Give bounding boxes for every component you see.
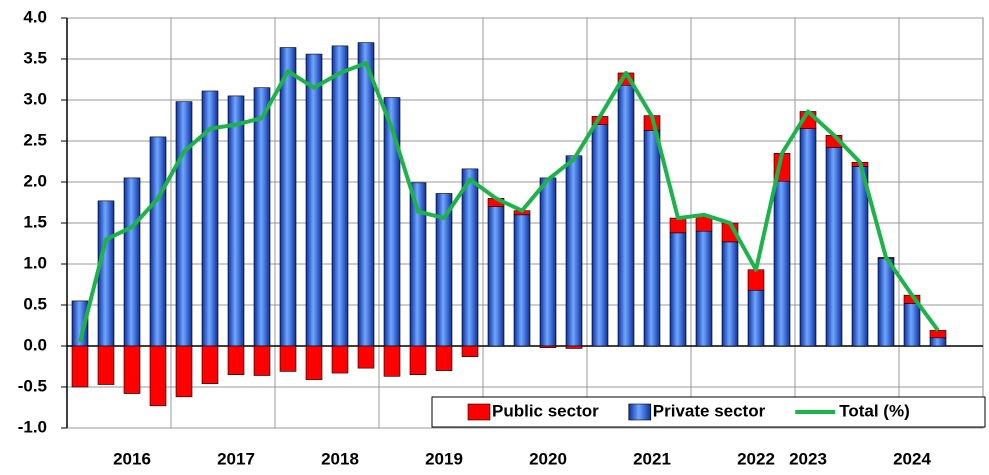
- legend-label: Public sector: [492, 401, 599, 420]
- y-tick-label: 0.5: [23, 294, 47, 313]
- x-tick-label: 2024: [893, 449, 931, 468]
- bar: [617, 84, 635, 347]
- y-tick-label: 3.5: [23, 48, 47, 67]
- bar: [461, 345, 479, 357]
- bar: [279, 345, 297, 372]
- bar: [539, 345, 557, 348]
- bar: [175, 345, 193, 398]
- bar: [331, 45, 349, 347]
- bar: [409, 345, 427, 376]
- x-tick-label: 2020: [529, 449, 567, 468]
- y-tick-label: -1.0: [18, 417, 47, 436]
- y-tick-label: 1.5: [23, 212, 47, 231]
- bar: [669, 217, 687, 234]
- bar: [227, 345, 245, 376]
- bar: [227, 95, 245, 347]
- x-tick-label: 2022: [737, 449, 775, 468]
- bar: [929, 330, 947, 339]
- legend-box: [431, 396, 986, 428]
- bar: [721, 241, 739, 347]
- bar: [643, 130, 661, 347]
- legend-label: Total (%): [839, 401, 910, 420]
- bar: [357, 345, 375, 369]
- bar: [357, 42, 375, 347]
- y-tick-label: 3.0: [23, 89, 47, 108]
- bar: [201, 345, 219, 385]
- bar: [591, 124, 609, 347]
- bar: [253, 345, 271, 376]
- bar: [97, 345, 115, 385]
- bar: [565, 155, 583, 347]
- bar: [747, 289, 765, 347]
- x-tick-label: 2017: [217, 449, 255, 468]
- bar: [123, 177, 141, 347]
- bar: [97, 200, 115, 347]
- y-tick-label: 2.5: [23, 130, 47, 149]
- bar: [695, 230, 713, 347]
- bar: [383, 345, 401, 377]
- bar: [279, 47, 297, 347]
- y-tick-label: 1.0: [23, 253, 47, 272]
- bar: [149, 136, 167, 347]
- bar: [851, 166, 869, 347]
- x-tick-label: 2023: [789, 449, 827, 468]
- x-tick-label: 2016: [113, 449, 151, 468]
- bar: [331, 345, 349, 374]
- y-tick-label: -0.5: [18, 376, 47, 395]
- y-tick-label: 2.0: [23, 171, 47, 190]
- bar: [71, 345, 89, 388]
- bar: [539, 177, 557, 347]
- x-tick-label: 2019: [425, 449, 463, 468]
- bar: [175, 101, 193, 347]
- legend-swatch: [467, 403, 491, 421]
- bar: [253, 87, 271, 347]
- bar: [487, 206, 505, 347]
- total-line: [78, 61, 940, 343]
- bar: [773, 180, 791, 347]
- bar: [123, 345, 141, 394]
- legend-label: Private sector: [653, 401, 766, 420]
- bar: [149, 345, 167, 407]
- bar: [799, 128, 817, 347]
- bar: [825, 147, 843, 347]
- legend-swatch: [628, 403, 652, 421]
- bar: [305, 345, 323, 380]
- bar: [513, 214, 531, 347]
- bar: [929, 337, 947, 347]
- bar: [461, 168, 479, 347]
- bar: [669, 232, 687, 347]
- bar: [435, 345, 453, 371]
- bar: [877, 257, 895, 347]
- y-tick-label: 4.0: [23, 7, 47, 26]
- bar: [903, 303, 921, 347]
- bar: [565, 345, 583, 349]
- y-tick-label: 0.0: [23, 335, 47, 354]
- x-tick-label: 2018: [321, 449, 359, 468]
- bar: [747, 269, 765, 291]
- x-tick-label: 2021: [633, 449, 671, 468]
- bar: [305, 53, 323, 347]
